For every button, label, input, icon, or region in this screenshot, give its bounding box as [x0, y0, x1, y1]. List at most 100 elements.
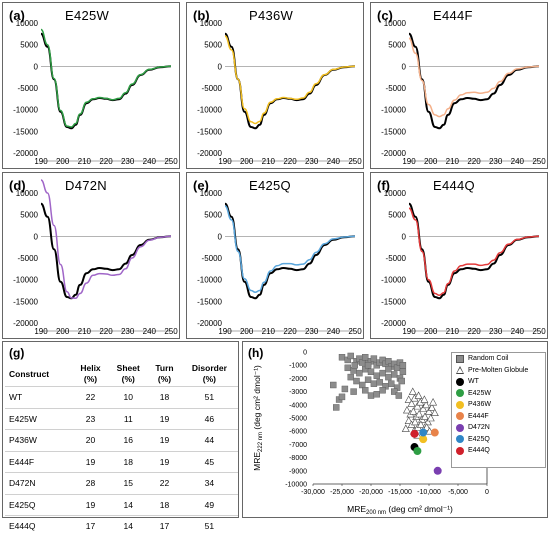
table-cell: 46 — [180, 407, 238, 430]
x-tick-label: 250 — [164, 157, 178, 166]
p436w-point — [419, 435, 428, 444]
random-coil-point — [385, 365, 392, 373]
y-tick-label: -20000 — [381, 319, 406, 328]
y-tick-label: 10000 — [200, 19, 223, 28]
pre-molten-globule-point — [408, 387, 417, 395]
pre-molten-globule-point — [416, 420, 425, 428]
table-cell: 22 — [72, 386, 109, 408]
x-tick-label: -20,000 — [359, 489, 383, 496]
e425w-series-line — [40, 28, 172, 128]
random-coil-point — [370, 355, 378, 362]
x-tick-label: 230 — [305, 157, 319, 166]
random-coil-point — [399, 362, 407, 369]
x-tick-label: 220 — [283, 327, 297, 336]
random-coil-point — [350, 388, 357, 395]
legend-item: Random Coil — [452, 353, 545, 365]
x-tick-label: 230 — [121, 157, 135, 166]
x-tick-label: 190 — [402, 157, 416, 166]
legend-item: Pre-Molten Globule — [452, 365, 545, 377]
legend-label: E444Q — [468, 447, 490, 455]
x-tick-label: -5,000 — [448, 489, 468, 496]
x-tick-label: 210 — [446, 327, 460, 336]
table-cell: 34 — [180, 472, 238, 494]
random-coil-point — [370, 380, 378, 387]
table-cell: 45 — [180, 450, 238, 473]
x-tick-label: 210 — [262, 327, 276, 336]
scatter-legend: Random Coil Pre-Molten Globule WT E425W P436… — [451, 352, 546, 468]
random-coil-point — [367, 392, 375, 399]
random-coil-point — [376, 379, 383, 386]
y-tick-label: -5000 — [202, 84, 223, 93]
table-row: E425W 23 11 19 46 — [5, 407, 238, 430]
circle-marker-icon — [456, 435, 464, 444]
x-tick-label: 230 — [305, 327, 319, 336]
y-tick-label: 0 — [402, 62, 407, 71]
pre-molten-globule-point — [404, 416, 413, 424]
x-tick-label: 240 — [327, 327, 341, 336]
y-tick-label: -15000 — [381, 127, 406, 136]
y-tick-label: -7000 — [289, 442, 307, 449]
panel-label: (e) — [193, 178, 209, 193]
x-tick-label: 200 — [56, 327, 70, 336]
y-tick-label: -15000 — [197, 297, 222, 306]
secondary-structure-panel: (g) Construct Helix (%) Sheet (%) Turn (%) Diso… — [2, 341, 239, 537]
table-cell: 14 — [108, 493, 149, 516]
legend-item: E444F — [452, 411, 545, 423]
y-tick-label: -5000 — [386, 254, 407, 263]
x-axis-title: MRE200 nm (deg cm² dmol⁻¹) — [347, 504, 453, 516]
pre-molten-globule-point — [420, 412, 429, 420]
table-header: Turn (%) — [155, 363, 174, 384]
e444f-series-line — [408, 37, 540, 118]
table-cell: 19 — [72, 493, 109, 516]
circle-marker-icon — [456, 400, 464, 409]
x-tick-label: 250 — [348, 157, 362, 166]
y-tick-label: -10000 — [197, 276, 222, 285]
table-cell: 11 — [108, 407, 149, 430]
pre-molten-globule-point — [422, 400, 431, 409]
x-tick-label: 220 — [99, 327, 113, 336]
circle-marker-icon — [456, 423, 464, 432]
y-tick-label: -5000 — [386, 84, 407, 93]
x-tick-label: 0 — [485, 489, 489, 496]
panel-label: (g) — [9, 346, 25, 360]
table-cell: 18 — [108, 450, 149, 473]
legend-label: P436W — [468, 401, 491, 409]
table-cell: 19 — [72, 450, 109, 473]
random-coil-point — [341, 385, 349, 393]
cd-panel-c: 10000 5000 0 -5000 -10000 -15000 -20000 190 200 2… — [370, 2, 548, 169]
x-tick-label: 240 — [511, 157, 525, 166]
x-tick-label: -25,000 — [330, 489, 354, 496]
x-tick-label: 190 — [218, 157, 232, 166]
panel-title: E425Q — [249, 178, 291, 193]
cd-panel-d: 10000 5000 0 -5000 -10000 -15000 -20000 190 200 2… — [2, 172, 180, 339]
y-tick-label: -1000 — [289, 363, 307, 370]
d472n-series-line — [40, 179, 172, 300]
table-cell: 16 — [108, 429, 149, 451]
random-coil-point — [367, 368, 375, 375]
x-tick-label: -15,000 — [388, 489, 412, 496]
table-cell: 20 — [72, 429, 109, 451]
table-cell: 17 — [72, 515, 109, 537]
y-tick-label: 0 — [34, 232, 39, 241]
pre-molten-globule-point — [422, 423, 431, 431]
pre-molten-globule-point — [404, 395, 413, 403]
x-tick-label: 240 — [143, 157, 157, 166]
x-tick-label: 220 — [467, 157, 481, 166]
x-tick-label: 250 — [164, 327, 178, 336]
pre-molten-globule-point — [411, 417, 420, 426]
y-tick-label: -4000 — [289, 402, 307, 409]
pre-molten-globule-point — [407, 399, 416, 407]
x-tick-label: 210 — [446, 157, 460, 166]
table-cell: 51 — [180, 386, 238, 408]
random-coil-point — [364, 376, 372, 383]
wt-series-line — [408, 202, 540, 300]
random-coil-point — [373, 391, 381, 398]
legend-item: E425W — [452, 388, 545, 400]
random-coil-point — [364, 362, 372, 369]
random-coil-point — [388, 380, 395, 387]
wt-series-line — [40, 202, 172, 300]
y-tick-label: 10000 — [16, 19, 39, 28]
panel-label: (b) — [193, 8, 210, 23]
y-tick-label: -20000 — [197, 149, 222, 158]
